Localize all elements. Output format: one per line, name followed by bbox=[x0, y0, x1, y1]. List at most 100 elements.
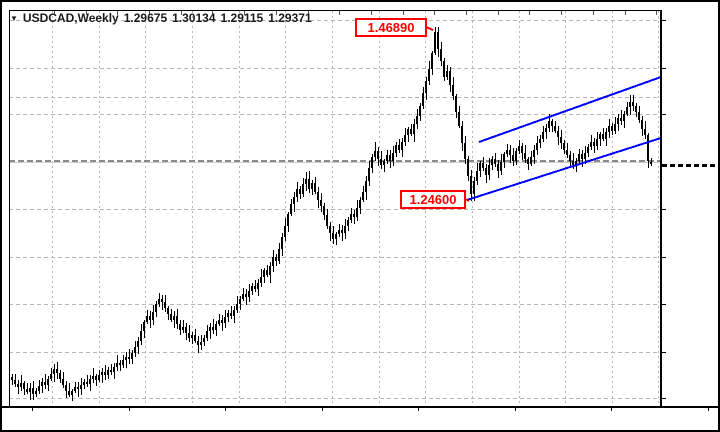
candle-body bbox=[500, 162, 502, 171]
candle-body bbox=[131, 353, 133, 359]
candle-body bbox=[455, 96, 457, 112]
candle-body bbox=[416, 116, 418, 124]
candle-body bbox=[557, 131, 559, 137]
candle-wick bbox=[69, 383, 70, 397]
candle-body bbox=[437, 32, 439, 49]
candle-body bbox=[452, 85, 454, 96]
candle-body bbox=[590, 142, 592, 147]
candle-body bbox=[278, 249, 280, 261]
candle-body bbox=[368, 168, 370, 181]
candle-body bbox=[527, 159, 529, 164]
candle-body bbox=[236, 304, 238, 310]
candle-body bbox=[44, 382, 46, 385]
candle-body bbox=[398, 145, 400, 150]
candle-body bbox=[62, 379, 64, 385]
chart-title: ▼ USDCAD,Weekly 1.29675 1.30134 1.29115 1.293… bbox=[10, 11, 312, 25]
candle-wick bbox=[87, 375, 88, 387]
price-axis[interactable]: 1.477401.416201.379301.356801.296801.236… bbox=[656, 2, 718, 406]
candle-body bbox=[638, 112, 640, 120]
candle-body bbox=[338, 230, 340, 234]
candle-body bbox=[179, 324, 181, 330]
candle-body bbox=[266, 270, 268, 275]
candle-body bbox=[122, 360, 124, 365]
candle-body bbox=[281, 237, 283, 249]
candle-body bbox=[350, 214, 352, 220]
candle-body bbox=[539, 139, 541, 143]
candle-body bbox=[71, 391, 73, 395]
candle-body bbox=[458, 112, 460, 126]
candle-body bbox=[260, 277, 262, 283]
candle-body bbox=[125, 357, 127, 360]
candle-body bbox=[650, 162, 652, 164]
candle-body bbox=[503, 154, 505, 162]
candle-body bbox=[167, 308, 169, 314]
candle-body bbox=[593, 142, 595, 146]
candle-body bbox=[551, 121, 553, 126]
candle-body bbox=[626, 107, 628, 114]
candle-body bbox=[182, 327, 184, 330]
candle-body bbox=[74, 387, 76, 391]
candle-wick bbox=[45, 374, 46, 389]
candle-body bbox=[482, 163, 484, 168]
candle-body bbox=[575, 161, 577, 165]
candle-body bbox=[110, 370, 112, 372]
candle-body bbox=[248, 291, 250, 297]
candle-body bbox=[554, 126, 556, 131]
candle-body bbox=[344, 226, 346, 233]
candle-body bbox=[509, 150, 511, 155]
candle-wick bbox=[111, 364, 112, 375]
ohlc-high: 1.30134 bbox=[172, 11, 216, 25]
candle-body bbox=[104, 372, 106, 375]
candle-body bbox=[617, 118, 619, 124]
candle-body bbox=[497, 164, 499, 171]
candle-wick bbox=[27, 383, 28, 394]
candle-body bbox=[512, 155, 514, 161]
candle-body bbox=[641, 120, 643, 129]
candle-body bbox=[425, 81, 427, 93]
candle-body bbox=[317, 192, 319, 200]
candle-body bbox=[485, 168, 487, 175]
candle-body bbox=[269, 266, 271, 275]
candle-body bbox=[197, 341, 199, 345]
candle-body bbox=[449, 71, 451, 85]
time-axis[interactable]: 17 Mar 201327 Oct 20138 Jun 201418 Jan 2… bbox=[2, 406, 718, 430]
candle-body bbox=[41, 382, 43, 386]
candle-body bbox=[419, 106, 421, 116]
low-price-callout[interactable]: 1.24600 bbox=[400, 190, 466, 209]
candle-body bbox=[305, 179, 307, 184]
candle-body bbox=[632, 102, 634, 106]
candle-body bbox=[587, 147, 589, 153]
candle-body bbox=[392, 153, 394, 161]
candle-body bbox=[242, 294, 244, 299]
candle-body bbox=[371, 157, 373, 168]
candle-body bbox=[11, 377, 13, 380]
candle-body bbox=[341, 230, 343, 233]
candle-body bbox=[428, 69, 430, 81]
candle-body bbox=[491, 159, 493, 165]
candle-body bbox=[629, 102, 631, 107]
candle-body bbox=[563, 143, 565, 150]
candle-body bbox=[524, 153, 526, 159]
candle-body bbox=[476, 171, 478, 181]
candle-body bbox=[257, 283, 259, 289]
candle-body bbox=[401, 142, 403, 150]
candle-body bbox=[272, 257, 274, 266]
candle-body bbox=[173, 316, 175, 320]
candle-body bbox=[86, 382, 88, 384]
candle-body bbox=[80, 385, 82, 389]
candle-body bbox=[164, 302, 166, 308]
candle-body bbox=[212, 327, 214, 330]
candle-wick bbox=[78, 382, 79, 397]
candle-body bbox=[191, 335, 193, 338]
candle-body bbox=[581, 154, 583, 159]
candle-body bbox=[95, 376, 97, 380]
candle-body bbox=[227, 313, 229, 317]
candle-body bbox=[548, 121, 550, 128]
candle-body bbox=[77, 387, 79, 389]
chart-menu-icon[interactable]: ▼ bbox=[10, 14, 18, 23]
candle-body bbox=[611, 126, 613, 131]
high-price-callout[interactable]: 1.46890 bbox=[355, 18, 427, 37]
candle-body bbox=[221, 320, 223, 323]
